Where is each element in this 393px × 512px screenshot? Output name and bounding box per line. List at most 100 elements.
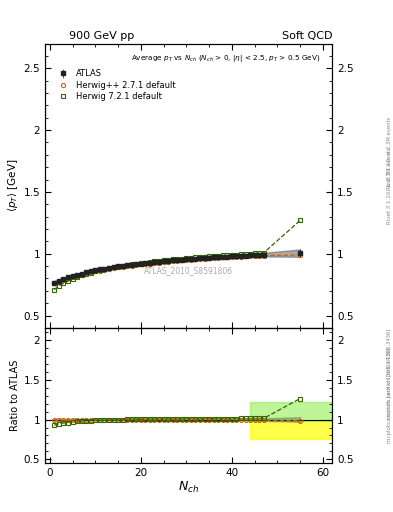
Herwig++ 2.7.1 default <box>148 261 152 267</box>
Herwig++ 2.7.1 default <box>234 254 239 260</box>
Herwig 7.2.1 default <box>107 265 111 271</box>
Herwig 7.2.1 default <box>148 259 152 265</box>
Herwig 7.2.1 default <box>261 250 266 256</box>
Herwig++ 2.7.1 default <box>134 262 139 268</box>
Herwig++ 2.7.1 default <box>129 263 134 269</box>
Herwig++ 2.7.1 default <box>175 258 180 264</box>
Legend: ATLAS, Herwig++ 2.7.1 default, Herwig 7.2.1 default: ATLAS, Herwig++ 2.7.1 default, Herwig 7.… <box>52 68 177 103</box>
Herwig++ 2.7.1 default <box>88 269 93 275</box>
Herwig 7.2.1 default <box>152 259 157 265</box>
Herwig 7.2.1 default <box>125 262 130 268</box>
Herwig++ 2.7.1 default <box>207 255 211 262</box>
Line: Herwig 7.2.1 default: Herwig 7.2.1 default <box>52 218 303 292</box>
Herwig++ 2.7.1 default <box>111 265 116 271</box>
Herwig 7.2.1 default <box>84 271 88 277</box>
Herwig 7.2.1 default <box>143 260 148 266</box>
Herwig 7.2.1 default <box>88 270 93 276</box>
Herwig 7.2.1 default <box>52 287 57 293</box>
Herwig 7.2.1 default <box>138 260 143 266</box>
Herwig++ 2.7.1 default <box>93 268 97 274</box>
Herwig 7.2.1 default <box>180 255 184 262</box>
Herwig++ 2.7.1 default <box>180 258 184 264</box>
Herwig++ 2.7.1 default <box>189 257 193 263</box>
Herwig++ 2.7.1 default <box>97 267 102 273</box>
Herwig 7.2.1 default <box>57 283 61 289</box>
Herwig++ 2.7.1 default <box>184 257 189 263</box>
Herwig 7.2.1 default <box>102 266 107 272</box>
X-axis label: $N_{ch}$: $N_{ch}$ <box>178 480 199 495</box>
Herwig++ 2.7.1 default <box>211 255 216 261</box>
Herwig 7.2.1 default <box>184 255 189 261</box>
Herwig 7.2.1 default <box>216 252 220 259</box>
Herwig 7.2.1 default <box>166 257 171 263</box>
Herwig++ 2.7.1 default <box>225 254 230 260</box>
Herwig 7.2.1 default <box>66 278 70 284</box>
Text: 900 GeV pp: 900 GeV pp <box>69 31 134 41</box>
Herwig++ 2.7.1 default <box>66 275 70 282</box>
Herwig 7.2.1 default <box>134 261 139 267</box>
Herwig++ 2.7.1 default <box>138 262 143 268</box>
Herwig++ 2.7.1 default <box>248 253 252 259</box>
Herwig++ 2.7.1 default <box>152 260 157 266</box>
Herwig++ 2.7.1 default <box>261 252 266 259</box>
Herwig++ 2.7.1 default <box>125 263 130 269</box>
Herwig 7.2.1 default <box>243 251 248 257</box>
Herwig++ 2.7.1 default <box>166 259 171 265</box>
Herwig++ 2.7.1 default <box>202 255 207 262</box>
Herwig 7.2.1 default <box>75 274 79 280</box>
Herwig++ 2.7.1 default <box>61 277 66 283</box>
Herwig 7.2.1 default <box>257 250 262 256</box>
Herwig 7.2.1 default <box>161 258 166 264</box>
Herwig 7.2.1 default <box>211 253 216 259</box>
Herwig 7.2.1 default <box>189 255 193 261</box>
Herwig++ 2.7.1 default <box>75 273 79 279</box>
Herwig++ 2.7.1 default <box>70 274 75 280</box>
Y-axis label: Ratio to ATLAS: Ratio to ATLAS <box>9 360 20 431</box>
Herwig 7.2.1 default <box>97 267 102 273</box>
Herwig 7.2.1 default <box>170 257 175 263</box>
Herwig 7.2.1 default <box>79 272 84 279</box>
Text: mcplots.cern.ch [arXiv:1306.3436]: mcplots.cern.ch [arXiv:1306.3436] <box>387 348 392 443</box>
Herwig 7.2.1 default <box>175 256 180 262</box>
Herwig 7.2.1 default <box>111 264 116 270</box>
Herwig++ 2.7.1 default <box>198 256 202 262</box>
Herwig 7.2.1 default <box>252 250 257 257</box>
Herwig 7.2.1 default <box>298 217 303 223</box>
Herwig++ 2.7.1 default <box>239 253 243 260</box>
Herwig 7.2.1 default <box>207 253 211 260</box>
Text: mcplots.cern.ch [arXiv:1306.3436]: mcplots.cern.ch [arXiv:1306.3436] <box>387 328 391 419</box>
Herwig 7.2.1 default <box>129 261 134 267</box>
Text: Rivet 3.1.10, ≥ 2.3M events: Rivet 3.1.10, ≥ 2.3M events <box>387 147 392 224</box>
Herwig 7.2.1 default <box>225 252 230 258</box>
Herwig++ 2.7.1 default <box>52 281 57 287</box>
Herwig++ 2.7.1 default <box>170 258 175 264</box>
Herwig++ 2.7.1 default <box>157 260 162 266</box>
Herwig 7.2.1 default <box>120 263 125 269</box>
Text: Soft QCD: Soft QCD <box>282 31 332 41</box>
Herwig 7.2.1 default <box>157 258 162 264</box>
Herwig++ 2.7.1 default <box>102 267 107 273</box>
Herwig 7.2.1 default <box>193 254 198 261</box>
Herwig 7.2.1 default <box>116 264 120 270</box>
Herwig++ 2.7.1 default <box>161 259 166 265</box>
Herwig 7.2.1 default <box>202 253 207 260</box>
Text: Rivet 3.1.10, ≥ 2.3M events: Rivet 3.1.10, ≥ 2.3M events <box>387 117 391 190</box>
Herwig++ 2.7.1 default <box>57 279 61 285</box>
Herwig 7.2.1 default <box>70 276 75 282</box>
Herwig 7.2.1 default <box>93 268 97 274</box>
Herwig++ 2.7.1 default <box>220 254 225 261</box>
Herwig++ 2.7.1 default <box>84 270 88 276</box>
Herwig++ 2.7.1 default <box>120 264 125 270</box>
Herwig++ 2.7.1 default <box>243 253 248 260</box>
Herwig++ 2.7.1 default <box>216 254 220 261</box>
Herwig++ 2.7.1 default <box>298 252 303 258</box>
Herwig 7.2.1 default <box>234 251 239 258</box>
Herwig 7.2.1 default <box>230 252 234 258</box>
Herwig 7.2.1 default <box>220 252 225 259</box>
Y-axis label: $\langle p_T\rangle$ [GeV]: $\langle p_T\rangle$ [GeV] <box>6 159 20 212</box>
Herwig++ 2.7.1 default <box>193 256 198 262</box>
Text: Average $p_T$ vs $N_{ch}$ ($N_{ch}$ > 0, |$\eta$| < 2.5, $p_T$ > 0.5 GeV): Average $p_T$ vs $N_{ch}$ ($N_{ch}$ > 0,… <box>131 53 321 65</box>
Herwig 7.2.1 default <box>198 254 202 260</box>
Text: ATLAS_2010_S8591806: ATLAS_2010_S8591806 <box>144 267 233 275</box>
Herwig 7.2.1 default <box>248 250 252 257</box>
